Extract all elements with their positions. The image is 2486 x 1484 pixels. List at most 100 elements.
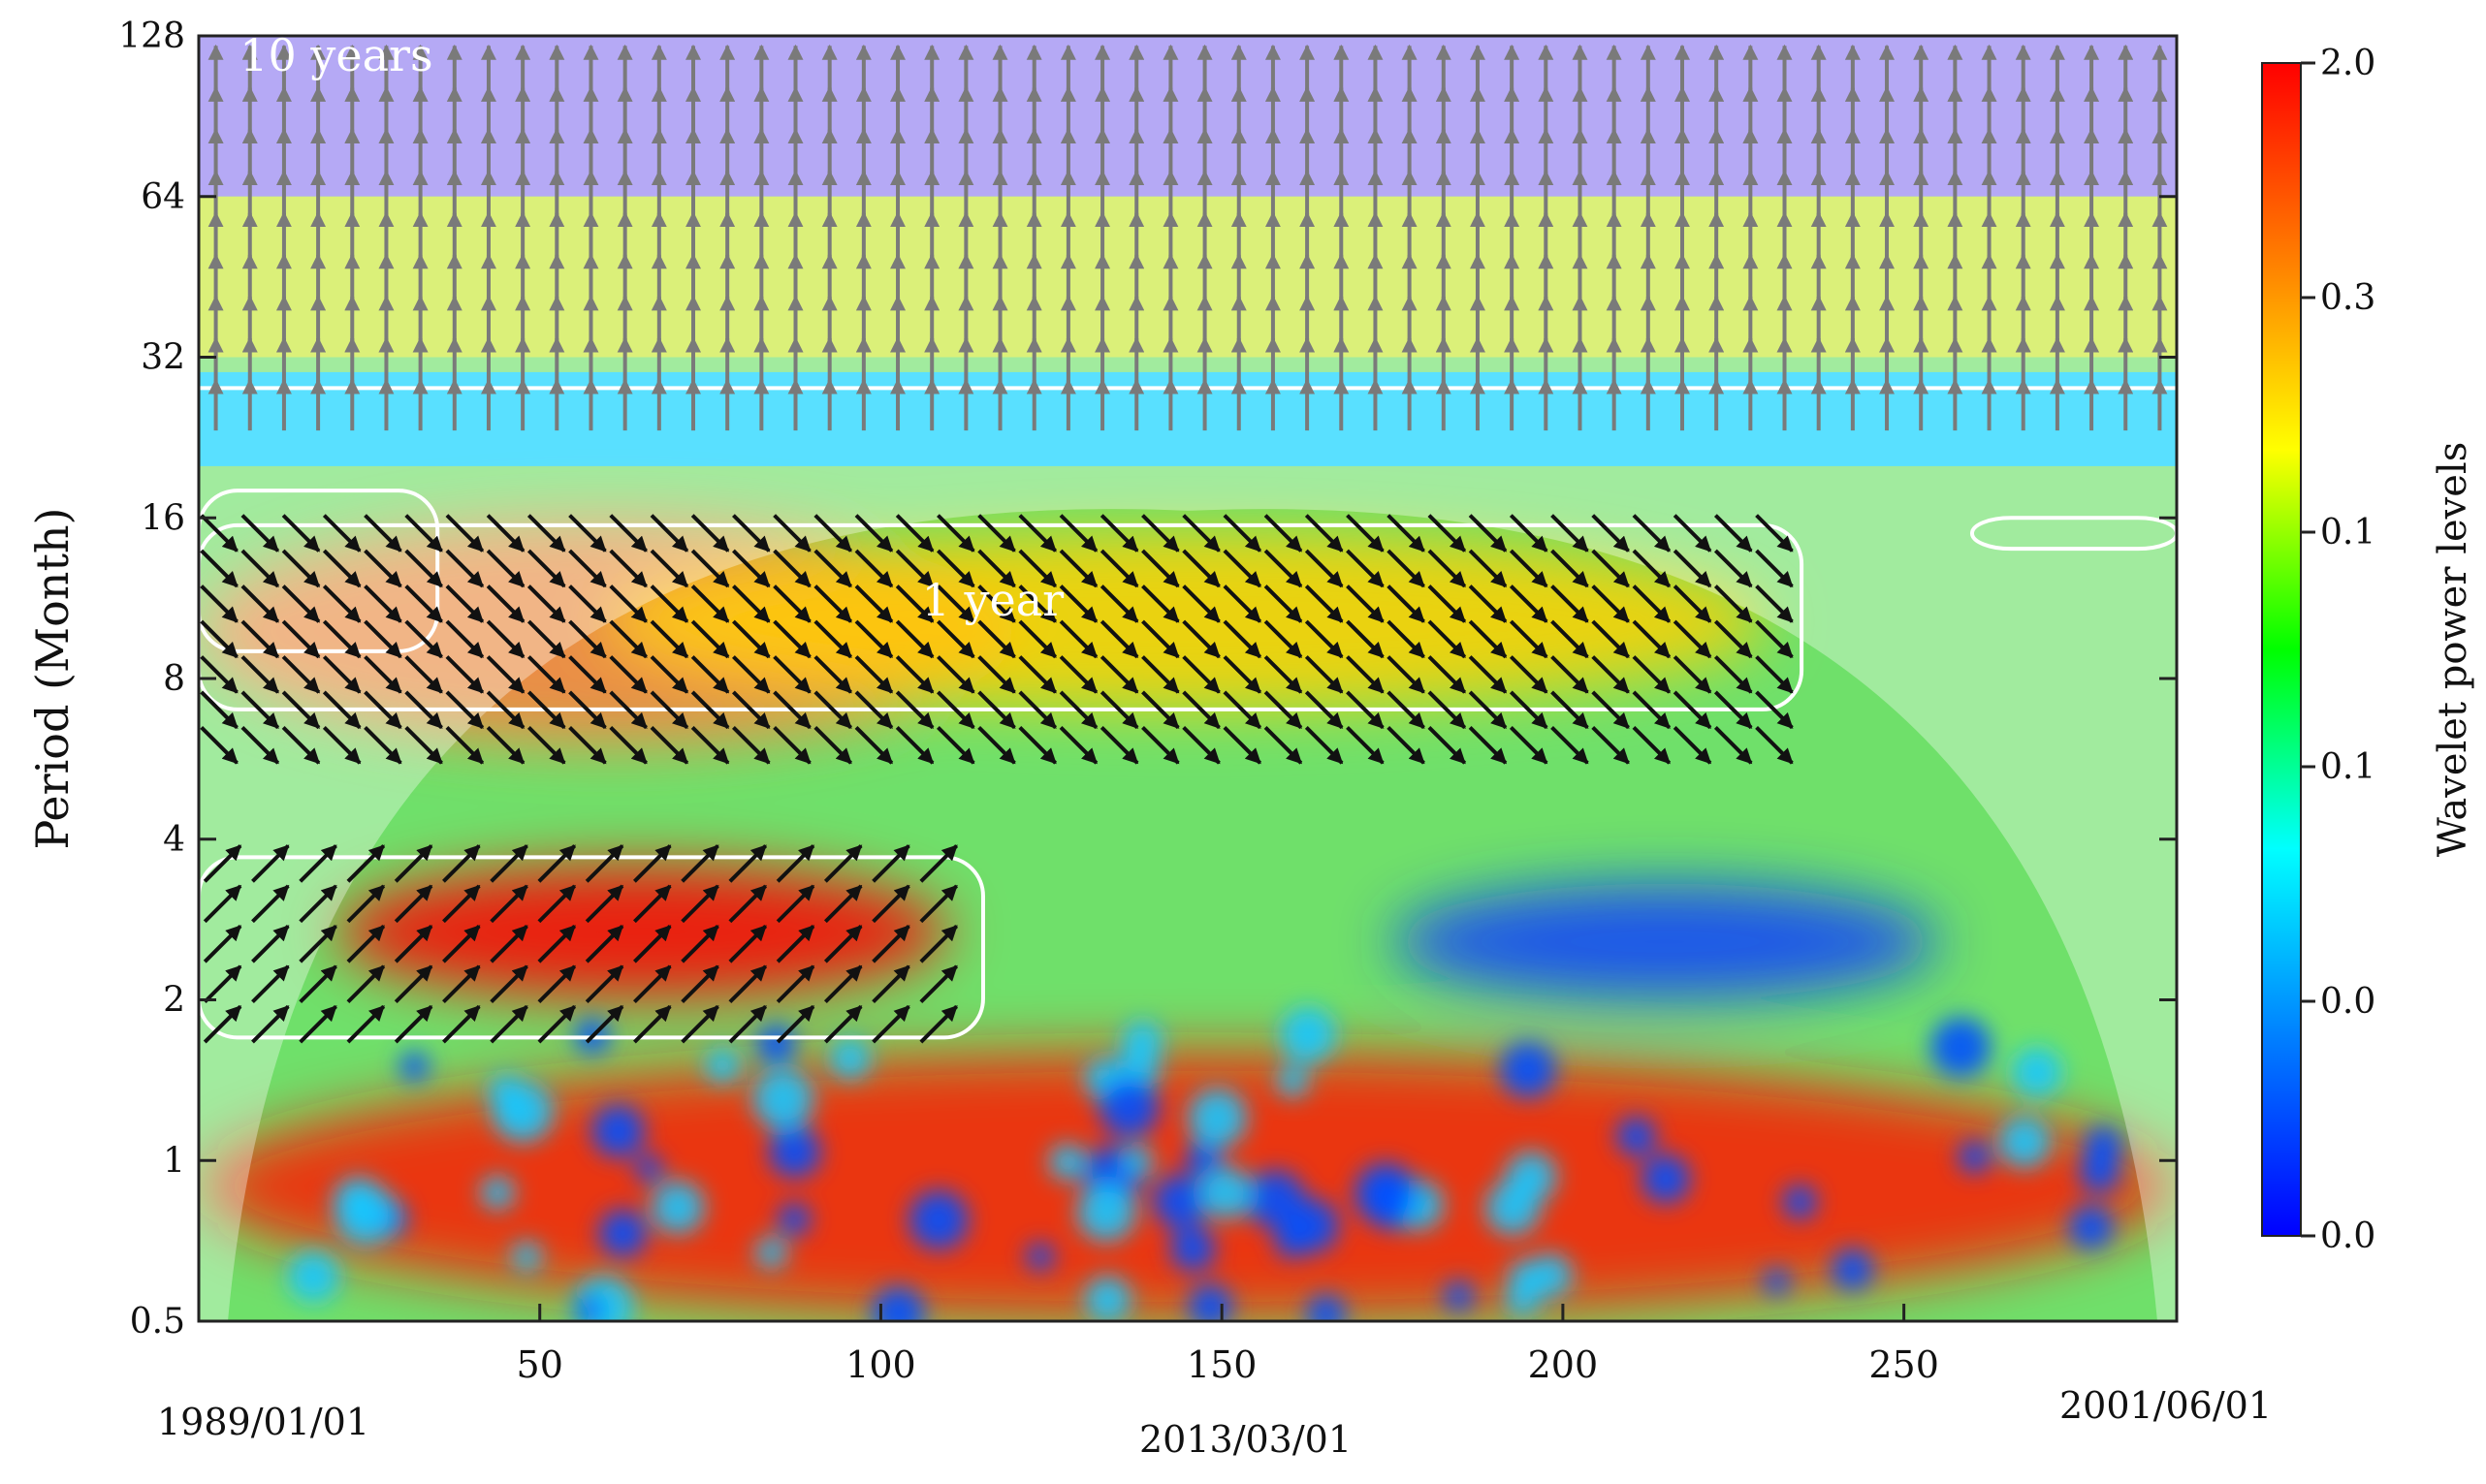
phase-arrow-annual — [1223, 514, 1262, 553]
phase-arrow-annual — [1304, 725, 1344, 765]
phase-arrow-short — [681, 925, 719, 963]
phase-arrow-annual — [854, 584, 894, 623]
phase-arrow-annual — [486, 514, 526, 553]
phase-arrow-annual — [937, 619, 975, 659]
phase-arrow-short — [203, 1004, 242, 1044]
phase-arrow-annual — [731, 619, 771, 659]
x-tick-label: 100 — [845, 1343, 916, 1386]
power-spot — [768, 1125, 821, 1179]
phase-arrow-annual — [1182, 549, 1221, 588]
phase-arrow-annual — [895, 514, 935, 553]
phase-arrow-annual — [1673, 690, 1712, 730]
phase-arrow-annual — [1468, 549, 1508, 588]
phase-arrow-annual — [1018, 690, 1058, 730]
colorbar-tick-label: 0.0 — [2320, 982, 2375, 1022]
phase-arrow-annual — [731, 549, 771, 588]
phase-arrow-annual — [773, 514, 812, 553]
phase-arrow-annual — [1427, 619, 1467, 659]
phase-arrow-short — [442, 925, 481, 963]
phase-arrow-annual — [1182, 655, 1221, 694]
phase-arrow-annual — [1632, 549, 1672, 588]
phase-arrow-annual — [854, 655, 894, 694]
colorbar-tick-label: 0.1 — [2320, 747, 2375, 787]
power-blob-6 — [1392, 883, 1938, 1000]
phase-arrow-annual — [731, 690, 771, 730]
phase-arrow-annual — [1223, 584, 1262, 623]
phase-arrow-annual — [1263, 549, 1303, 588]
phase-arrow-annual — [1713, 549, 1753, 588]
phase-arrow-annual — [1673, 549, 1712, 588]
phase-arrow-annual — [445, 655, 485, 694]
phase-arrow-annual — [895, 584, 935, 623]
phase-arrow-annual — [1263, 690, 1303, 730]
y-tick-label: 8 — [163, 659, 185, 699]
phase-arrow-short — [203, 844, 242, 883]
phase-arrow-annual — [322, 584, 362, 623]
phase-arrow-annual — [1263, 655, 1303, 694]
phase-arrow-annual — [1591, 690, 1630, 730]
phase-arrow-annual — [1182, 584, 1221, 623]
phase-arrow-annual — [1346, 655, 1385, 694]
phase-arrow-annual — [404, 619, 443, 659]
phase-arrow-annual — [1304, 655, 1344, 694]
phase-arrow-annual — [322, 549, 362, 588]
phase-arrow-annual — [240, 690, 280, 730]
phase-arrow-annual — [650, 619, 689, 659]
phase-arrow-short — [490, 925, 528, 963]
colorbar-ticks: 2.0 0.3 0.1 0.1 0.0 0.0 — [2301, 44, 2375, 1256]
phase-arrow-annual — [895, 725, 935, 765]
phase-arrow-annual — [1427, 690, 1467, 730]
phase-arrow-annual — [568, 549, 607, 588]
phase-arrow-short — [632, 1004, 672, 1044]
phase-arrow-annual — [1509, 584, 1548, 623]
power-spot — [1246, 1170, 1305, 1229]
power-spots — [287, 1006, 2123, 1321]
phase-arrow-annual — [1223, 619, 1262, 659]
phase-arrow-annual — [486, 655, 526, 694]
phase-arrow-annual — [937, 549, 975, 588]
phase-arrow-annual — [650, 655, 689, 694]
power-spot — [1199, 1166, 1253, 1219]
phase-arrow-annual — [240, 725, 280, 765]
phase-arrow-annual — [1755, 655, 1794, 694]
phase-arrow-short — [919, 884, 959, 924]
power-spot — [635, 1154, 663, 1183]
phase-arrow-annual — [1509, 690, 1548, 730]
phase-arrow-short — [490, 844, 528, 883]
phase-arrow-annual — [609, 619, 648, 659]
annotation-1: 1 year — [922, 574, 1065, 626]
phase-arrow-annual — [1713, 584, 1753, 623]
phase-arrow-short — [872, 844, 910, 883]
phase-arrow-annual — [1059, 549, 1099, 588]
power-spot — [752, 1068, 814, 1130]
phase-arrow-annual — [1755, 690, 1794, 730]
phase-arrow-annual — [977, 549, 1016, 588]
phase-arrow-annual — [1263, 514, 1303, 553]
phase-arrow-annual — [1550, 619, 1589, 659]
phase-arrow-annual — [526, 655, 566, 694]
phase-arrow-annual — [364, 514, 402, 553]
phase-arrow-annual — [568, 655, 607, 694]
phase-arrow-annual — [690, 619, 730, 659]
phase-arrow-short — [251, 1004, 290, 1044]
phase-arrow-short — [823, 884, 863, 924]
phase-arrow-annual — [977, 514, 1016, 553]
phase-arrow-short — [681, 884, 719, 924]
phase-arrow-annual — [200, 514, 239, 553]
phase-arrow-annual — [1468, 619, 1508, 659]
x-axis: 50 100 150 200 250 — [517, 1304, 1939, 1386]
phase-arrow-annual — [1755, 549, 1794, 588]
power-spot — [1185, 1141, 1222, 1178]
x-tick-label: 200 — [1528, 1343, 1599, 1386]
phase-arrow-annual — [1223, 549, 1262, 588]
phase-arrow-annual — [404, 584, 443, 623]
phase-arrow-annual — [1182, 619, 1221, 659]
phase-arrow-annual — [240, 514, 280, 553]
phase-arrow-short — [490, 1004, 528, 1044]
y-tick-label: 16 — [141, 498, 185, 538]
phase-arrow-short — [632, 844, 672, 883]
phase-arrow-annual — [1100, 655, 1139, 694]
phase-arrow-annual — [854, 690, 894, 730]
phase-arrow-annual — [200, 619, 239, 659]
phase-arrow-annual — [445, 549, 485, 588]
